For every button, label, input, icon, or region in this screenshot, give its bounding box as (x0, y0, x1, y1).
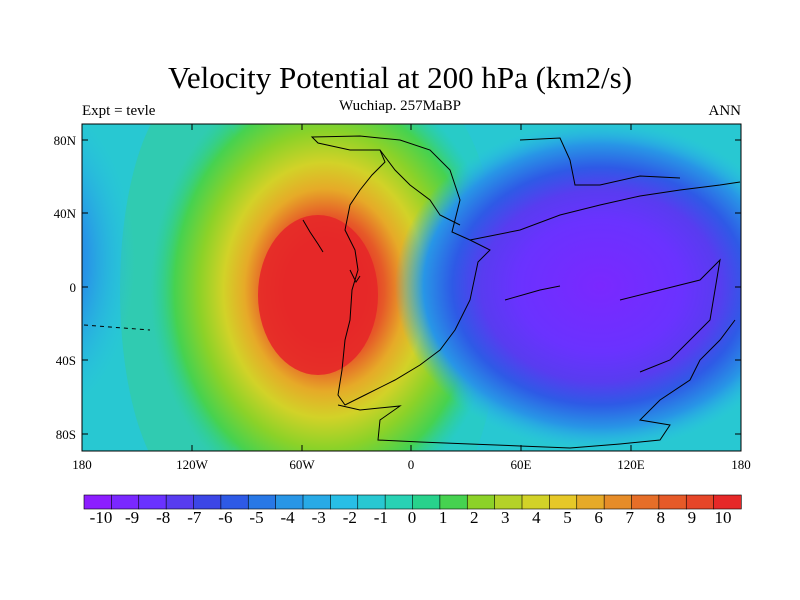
colorbar-label: 3 (501, 508, 510, 527)
colorbar-swatch (220, 494, 249, 510)
west-edge-negative (82, 124, 135, 404)
colorbar-swatch (330, 494, 359, 510)
colorbar-label: -8 (156, 508, 171, 527)
colorbar-swatch (302, 494, 331, 510)
colorbar-label: -3 (311, 508, 326, 527)
island-1 (302, 219, 324, 253)
colorbar-label: -2 (342, 508, 357, 527)
axis-ticks (81, 124, 742, 451)
x-tick-label: 0 (407, 457, 415, 472)
pangaea-west-coast (310, 135, 491, 406)
x-tick-label: 60E (510, 457, 532, 472)
y-tick-label: 80S (55, 427, 76, 442)
colorbar-label: 5 (563, 508, 572, 527)
colorbar-label: -4 (280, 508, 295, 527)
negative-minimum (395, 124, 741, 451)
colorbar-label: -10 (89, 508, 113, 527)
colorbar-swatch (111, 494, 140, 510)
colorbar-swatch (713, 494, 742, 510)
colorbar-swatch (439, 494, 468, 510)
colorbar-swatch (384, 494, 414, 510)
colorbar-label: 9 (687, 508, 697, 527)
colorbar-label: 8 (656, 508, 666, 527)
x-tick-label: 60W (289, 457, 315, 472)
island-2 (349, 269, 361, 283)
colorbar-label: 4 (532, 508, 541, 527)
cimmeria-coast (619, 258, 721, 373)
y-tick-label: 80N (53, 133, 76, 148)
contour-field (82, 124, 741, 451)
colorbar-swatch (193, 494, 222, 510)
colorbar-swatch (576, 494, 605, 510)
x-tick-label: 180 (731, 457, 751, 472)
colorbar-swatch (138, 494, 167, 510)
colorbar-swatch (631, 494, 660, 510)
season-label: ANN (708, 103, 742, 119)
colorbar-swatch (247, 494, 277, 510)
colorbar-swatch (685, 494, 715, 510)
colorbar-swatch (165, 494, 195, 510)
island-chain (83, 324, 151, 331)
colorbar-label: -6 (218, 508, 233, 527)
x-tick-label: 180 (72, 457, 92, 472)
colorbar-label: -9 (125, 508, 140, 527)
experiment-label: Expt = tevle (82, 103, 156, 119)
colorbar-label: 2 (469, 508, 479, 527)
island-3 (504, 285, 561, 301)
colorbar-swatch (494, 494, 523, 510)
colorbar-label: -7 (187, 508, 202, 527)
tethys-north-coast (469, 181, 741, 241)
x-tick-label: 120W (176, 457, 208, 472)
colorbar-swatch (466, 494, 496, 510)
colorbar-label: -1 (373, 508, 388, 527)
colorbar-label: 1 (438, 508, 448, 527)
gondwana-south-coast (337, 319, 736, 449)
maximum-core (258, 215, 378, 375)
siberia-coast (519, 137, 681, 186)
colorbar-swatch (603, 494, 633, 510)
colorbar-swatch (275, 494, 304, 510)
chart-title: Velocity Potential at 200 hPa (km2/s) (167, 60, 633, 95)
y-tick-label: 40S (55, 353, 76, 368)
colorbar-label: 10 (714, 508, 732, 527)
inner-coast (379, 149, 461, 226)
colorbar-label: 7 (625, 508, 634, 527)
coastlines (83, 135, 741, 449)
colorbar-swatch (83, 494, 112, 510)
colorbar-label: 0 (407, 508, 417, 527)
chart-subtitle: Wuchiap. 257MaBP (339, 98, 461, 114)
colorbar-swatch (412, 494, 441, 510)
colorbar-swatch (658, 494, 687, 510)
x-tick-label: 120E (617, 457, 645, 472)
y-tick-label: 40N (53, 206, 76, 221)
y-tick-label: 0 (69, 280, 77, 295)
colorbar-label: -5 (249, 508, 264, 527)
colorbar-swatch (549, 494, 578, 510)
colorbar (83, 494, 742, 510)
colorbar-label: 6 (594, 508, 603, 527)
colorbar-swatch (357, 494, 386, 510)
colorbar-swatch (521, 494, 550, 510)
